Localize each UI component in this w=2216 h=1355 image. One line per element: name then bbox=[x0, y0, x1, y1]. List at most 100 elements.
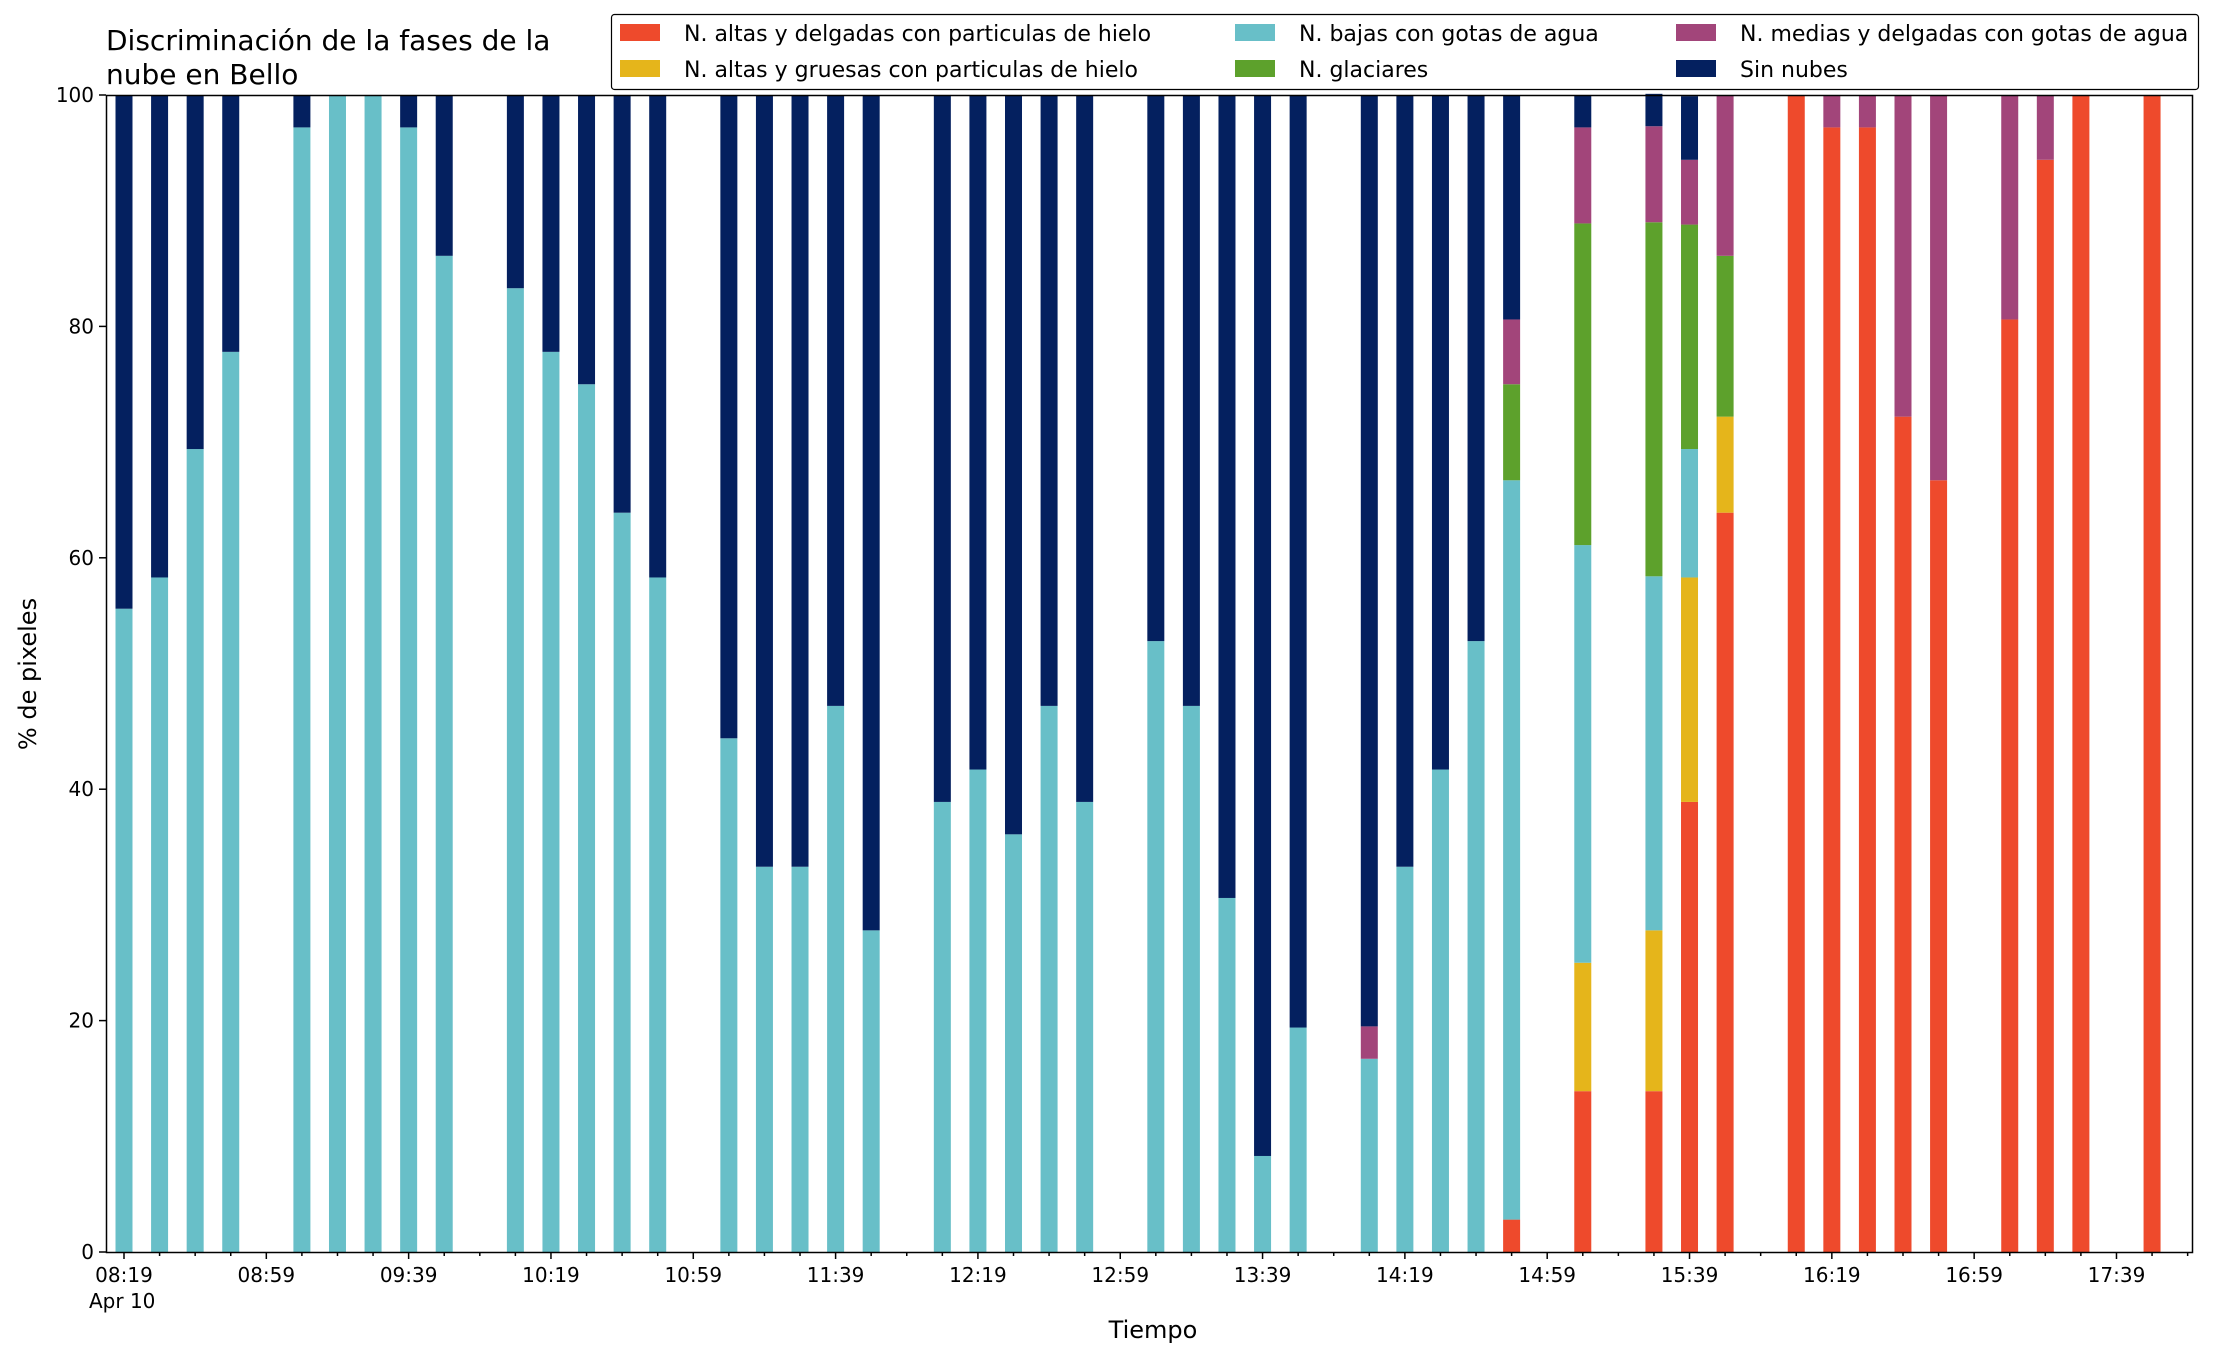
bar-segment-series-4 bbox=[1681, 159, 1699, 225]
bar-segment-series-5 bbox=[506, 95, 524, 289]
bar-segment-series-4 bbox=[1894, 95, 1912, 417]
bar-segment-series-5 bbox=[1396, 95, 1414, 867]
bar-segment-series-5 bbox=[613, 95, 631, 513]
bar-segment-series-0 bbox=[1894, 416, 1912, 1252]
legend-swatch bbox=[1676, 60, 1716, 77]
x-tick-label: 12:59 bbox=[1091, 1263, 1149, 1287]
x-tick-label: 08:59 bbox=[237, 1263, 295, 1287]
bar-segment-series-2 bbox=[1218, 897, 1236, 1252]
y-tick-label: 0 bbox=[81, 1240, 94, 1264]
bar-segment-series-0 bbox=[1858, 127, 1876, 1252]
bar-segment-series-3 bbox=[1503, 384, 1521, 481]
y-tick-label: 80 bbox=[69, 314, 94, 338]
legend-label: N. altas y delgadas con particulas de hi… bbox=[684, 22, 1151, 47]
bar-segment-series-2 bbox=[506, 288, 524, 1253]
bar-segment-series-0 bbox=[1503, 1219, 1521, 1252]
bar-segment-series-5 bbox=[400, 95, 418, 128]
legend: N. altas y delgadas con particulas de hi… bbox=[610, 13, 2200, 91]
bar-segment-series-5 bbox=[1254, 95, 1272, 1156]
x-tick-label: 14:19 bbox=[1376, 1263, 1434, 1287]
bar-segment-series-4 bbox=[1858, 95, 1876, 128]
legend-swatch bbox=[1676, 24, 1716, 41]
bar-segment-series-5 bbox=[578, 95, 596, 385]
bar-segment-series-0 bbox=[1930, 480, 1948, 1252]
bar-segment-series-4 bbox=[1503, 319, 1521, 385]
bar-segment-series-2 bbox=[1467, 641, 1485, 1252]
bar-segment-series-4 bbox=[2001, 95, 2019, 320]
bar-segment-series-5 bbox=[222, 95, 240, 352]
bar-segment-series-2 bbox=[1005, 834, 1022, 1252]
legend-box bbox=[610, 13, 2200, 91]
bar-segment-series-5 bbox=[1076, 95, 1094, 802]
bar-segment-series-0 bbox=[1645, 1091, 1663, 1252]
y-axis-title: % de pixeles bbox=[14, 598, 42, 750]
bar-segment-series-2 bbox=[1076, 801, 1094, 1252]
bar-segment-series-5 bbox=[827, 95, 845, 706]
y-tick-label: 20 bbox=[69, 1009, 94, 1033]
bar-segment-series-0 bbox=[1681, 801, 1699, 1252]
bar-segment-series-5 bbox=[1005, 95, 1022, 835]
bar-segment-series-2 bbox=[1681, 449, 1699, 578]
bar-segment-series-2 bbox=[435, 255, 453, 1252]
bar-segment-series-5 bbox=[1289, 95, 1307, 1028]
bar-segment-series-2 bbox=[578, 384, 596, 1252]
bar-segment-series-0 bbox=[2143, 95, 2161, 1252]
bar-segment-series-5 bbox=[1218, 95, 1236, 898]
bar-segment-series-0 bbox=[2036, 159, 2054, 1252]
x-tick-label: 10:59 bbox=[664, 1263, 722, 1287]
bar-segment-series-5 bbox=[1147, 95, 1165, 642]
legend-swatch bbox=[1235, 60, 1275, 77]
bar-segment-series-5 bbox=[791, 95, 809, 867]
bar-segment-series-5 bbox=[862, 95, 880, 931]
bar-segment-series-3 bbox=[1645, 222, 1663, 577]
bar-segment-series-2 bbox=[1396, 866, 1414, 1252]
bar-segment-series-1 bbox=[1716, 416, 1734, 513]
bar-segment-series-2 bbox=[649, 577, 667, 1252]
bar-segment-series-2 bbox=[400, 127, 418, 1252]
x-tick-label: 13:39 bbox=[1234, 1263, 1292, 1287]
legend-label: Sin nubes bbox=[1740, 58, 1848, 83]
legend-label: N. altas y gruesas con particulas de hie… bbox=[684, 58, 1138, 83]
bar-segment-series-1 bbox=[1645, 930, 1663, 1092]
bar-segment-series-5 bbox=[1574, 95, 1592, 128]
bar-segment-series-5 bbox=[1182, 95, 1200, 706]
bar-segment-series-2 bbox=[1147, 641, 1165, 1252]
x-tick-label: 09:39 bbox=[380, 1263, 438, 1287]
bar-segment-series-4 bbox=[1823, 95, 1841, 128]
bar-segment-series-2 bbox=[1254, 1155, 1272, 1252]
plot-frame bbox=[105, 94, 2194, 1254]
x-tick-label: 08:19 bbox=[95, 1263, 153, 1287]
bar-segment-series-2 bbox=[969, 769, 987, 1252]
legend-label: N. glaciares bbox=[1299, 58, 1428, 83]
bar-segment-series-4 bbox=[1360, 1026, 1378, 1059]
bar-segment-series-2 bbox=[933, 801, 951, 1252]
x-tick-label: 14:59 bbox=[1518, 1263, 1576, 1287]
y-axis: 0 20 40 60 80 100 bbox=[56, 83, 106, 1264]
bar-segment-series-2 bbox=[1574, 545, 1592, 963]
y-tick-label: 40 bbox=[69, 777, 94, 801]
bar-segment-series-4 bbox=[1574, 127, 1592, 224]
x-tick-label: 16:19 bbox=[1803, 1263, 1861, 1287]
y-tick-label: 100 bbox=[56, 83, 94, 107]
bar-segment-series-2 bbox=[222, 351, 240, 1253]
bar-segment-series-0 bbox=[1716, 512, 1734, 1252]
bars-layer bbox=[115, 93, 2161, 1253]
bar-segment-series-2 bbox=[1431, 769, 1449, 1252]
x-tick-label: 12:19 bbox=[949, 1263, 1007, 1287]
bar-segment-series-2 bbox=[862, 930, 880, 1252]
x-tick-label: 16:59 bbox=[1945, 1263, 2003, 1287]
bar-segment-series-1 bbox=[1574, 962, 1592, 1092]
bar-segment-series-0 bbox=[1823, 127, 1841, 1252]
bar-segment-series-0 bbox=[2072, 95, 2090, 1252]
bar-segment-series-3 bbox=[1716, 255, 1734, 417]
bar-segment-series-4 bbox=[1716, 95, 1734, 256]
bar-segment-series-2 bbox=[186, 449, 204, 1252]
legend-label: N. bajas con gotas de agua bbox=[1299, 22, 1599, 47]
x-axis-title: Tiempo bbox=[1108, 1316, 1198, 1344]
bar-segment-series-5 bbox=[293, 95, 311, 128]
bar-segment-series-0 bbox=[1787, 95, 1805, 1252]
bar-segment-series-1 bbox=[1681, 577, 1699, 802]
x-tick-label: 17:39 bbox=[2088, 1263, 2146, 1287]
x-tick-label: 10:19 bbox=[522, 1263, 580, 1287]
bar-segment-series-5 bbox=[1040, 95, 1058, 706]
